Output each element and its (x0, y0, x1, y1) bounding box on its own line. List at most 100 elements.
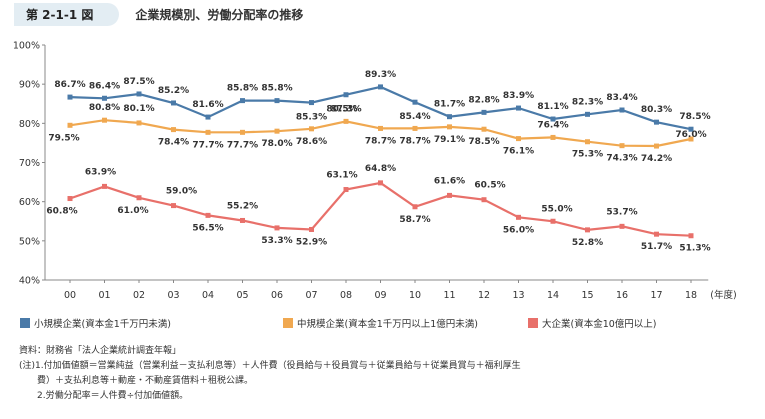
x-tick-label: 01 (98, 290, 110, 301)
data-label: 53.3% (261, 236, 292, 246)
data-point (102, 183, 107, 189)
y-tick-label: 90% (19, 80, 40, 91)
x-tick-label: 09 (374, 290, 386, 301)
source-note: 資料：財務省「法人企業統計調査年報」 (19, 346, 182, 356)
x-tick-label: 07 (305, 290, 317, 301)
data-point (688, 136, 694, 142)
data-label: 52.9% (296, 237, 327, 247)
data-point (309, 100, 314, 106)
data-label: 78.7% (399, 136, 430, 146)
data-label: 51.3% (679, 244, 710, 254)
data-label: 77.7% (192, 140, 223, 150)
data-point (309, 126, 314, 132)
data-label: 78.0% (261, 139, 292, 149)
legend-label: 大企業(資本金10億円以上) (542, 318, 657, 330)
data-label: 79.1% (434, 135, 465, 145)
data-point (274, 98, 280, 104)
data-label: 64.8% (365, 164, 396, 174)
data-label: 81.6% (192, 100, 223, 110)
data-point (205, 114, 211, 120)
data-label: 85.3% (296, 113, 327, 123)
note-1: (注)1.付加価値額＝営業純益（営業利益－支払利息等）＋人件費（役員給与＋役員賞… (19, 361, 521, 371)
note-1-continued: 費）＋支払利息等＋動産・不動産賃借料＋租税公課。 (19, 376, 254, 386)
data-label: 74.2% (641, 154, 672, 164)
data-point (343, 187, 349, 193)
data-label: 78.5% (468, 137, 499, 147)
data-label: 53.7% (606, 207, 637, 217)
x-tick-label: 17 (650, 290, 662, 301)
data-point (240, 129, 245, 135)
data-point (654, 119, 659, 125)
data-label: 52.8% (572, 238, 603, 248)
y-tick-label: 60% (19, 197, 40, 208)
data-point (240, 217, 245, 223)
data-label: 81.7% (434, 100, 465, 110)
data-point (585, 227, 590, 233)
data-label: 87.3% (330, 105, 361, 115)
x-tick-label: 15 (581, 290, 593, 301)
x-tick-label: 00 (64, 290, 76, 301)
data-point (688, 233, 694, 239)
data-point (240, 98, 245, 104)
data-point (343, 92, 349, 98)
data-point (654, 231, 659, 237)
legend-label: 中規模企業(資本金1千万円以上1億円未満) (297, 318, 478, 330)
data-label: 78.5% (679, 112, 710, 122)
data-point (447, 192, 452, 198)
y-tick-label: 70% (19, 158, 40, 169)
data-label: 58.7% (399, 215, 430, 225)
figure-number-badge: 第 2-1-1 図 (14, 2, 120, 26)
legend-swatch (528, 318, 538, 328)
y-tick-label: 80% (19, 119, 40, 130)
data-point (585, 139, 590, 145)
data-label: 77.7% (227, 140, 258, 150)
data-label: 56.0% (503, 225, 534, 235)
data-label: 83.4% (606, 93, 637, 103)
y-tick-label: 50% (19, 236, 40, 247)
data-label: 85.2% (158, 86, 189, 96)
data-label: 80.1% (123, 104, 154, 114)
data-point (171, 203, 176, 209)
data-point (378, 125, 383, 131)
notes-section: 資料：財務省「法人企業統計調査年報」 (注)1.付加価値額＝営業純益（営業利益－… (19, 344, 521, 404)
data-label: 85.8% (227, 84, 258, 94)
data-point (516, 105, 521, 111)
data-label: 55.0% (541, 204, 572, 214)
x-axis-unit-label: (年度) (710, 289, 736, 301)
data-point (102, 117, 107, 123)
line-chart: 40% 50% 60% 70% 80% 90% 100% 00 01 02 03 04 05 06 07 08… (13, 41, 737, 331)
data-label: 56.5% (192, 223, 223, 233)
x-tick-label: 08 (340, 290, 352, 301)
data-point (102, 95, 107, 101)
data-label: 82.3% (572, 97, 603, 107)
legend-swatch (283, 318, 293, 328)
data-label: 78.4% (158, 138, 189, 148)
data-point (205, 129, 211, 135)
x-tick-label: 02 (133, 290, 145, 301)
data-point (343, 118, 349, 124)
data-point (619, 143, 625, 149)
data-point (619, 107, 625, 113)
data-label: 82.8% (468, 95, 499, 105)
data-point (171, 127, 176, 133)
data-label: 74.3% (606, 154, 637, 164)
data-label: 80.5% (326, 104, 357, 114)
series-line (69, 181, 692, 237)
data-point (688, 126, 694, 132)
data-point (550, 116, 556, 122)
data-point (205, 212, 211, 218)
data-point (412, 125, 418, 131)
x-tick-label: 04 (202, 290, 214, 301)
data-point (136, 91, 142, 97)
data-label: 81.1% (537, 102, 568, 112)
data-label: 59.0% (166, 187, 197, 197)
x-tick-label: 10 (409, 290, 421, 301)
data-point (378, 84, 383, 90)
data-label: 87.5% (123, 77, 154, 87)
data-label: 79.5% (48, 133, 79, 143)
x-tick-label: 05 (236, 290, 248, 301)
data-label: 83.9% (503, 91, 534, 101)
data-point (447, 114, 452, 120)
data-point (481, 126, 487, 132)
data-label: 60.8% (46, 207, 77, 217)
